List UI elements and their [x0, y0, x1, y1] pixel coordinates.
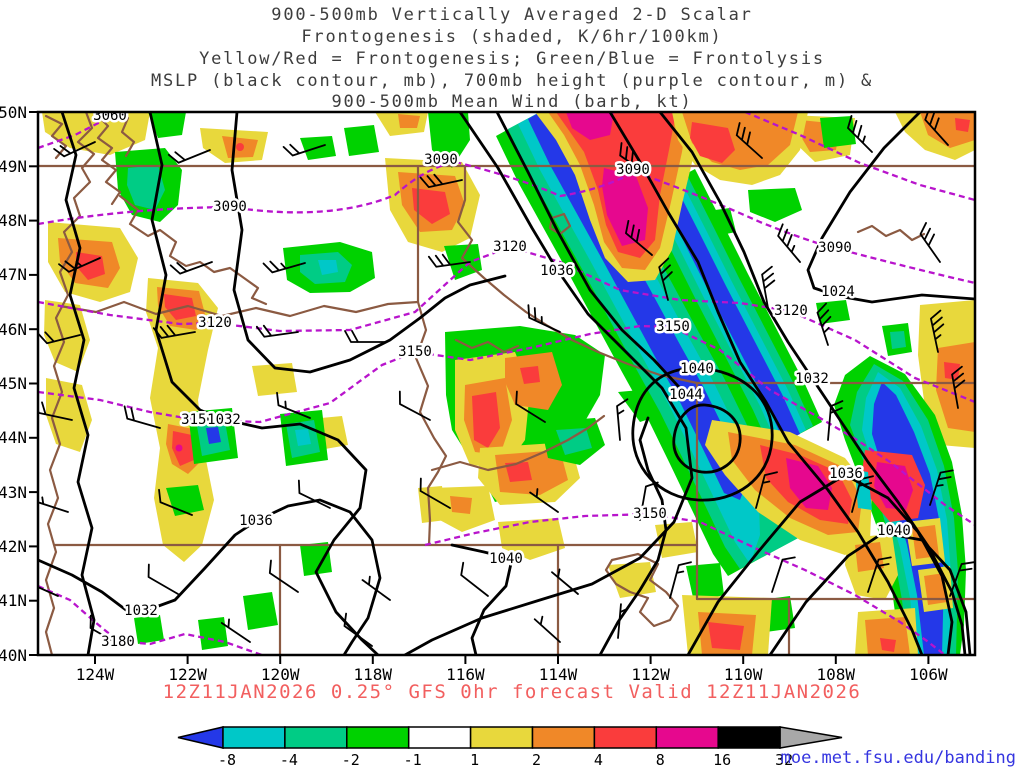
lon-tick-label: 108W: [817, 665, 856, 684]
lat-tick-label: 49N: [0, 157, 27, 176]
colorbar-left-arrow: [177, 726, 224, 749]
snake-river: [430, 414, 606, 472]
colorbar-tick: 16: [713, 751, 731, 768]
great-salt-lake: [604, 552, 680, 628]
height-contour-label: 3120: [774, 303, 808, 319]
colorbar-segment: [346, 726, 410, 749]
height-contour-label: 3150: [398, 344, 432, 360]
colorbar-right-arrow: [779, 726, 843, 749]
height-contour-label: 3180: [101, 634, 135, 650]
colorbar-segment: [222, 726, 286, 749]
mslp-contour-label: 1032: [207, 412, 241, 428]
lon-tick-label: 114W: [539, 665, 578, 684]
latitude-labels: 50N 49N 48N 47N 46N 45N 44N 43N 42N 41N …: [0, 103, 27, 665]
colorbar-tick: -4: [280, 751, 298, 768]
mslp-contour-label: 1040: [877, 523, 911, 539]
or-id-border: [414, 300, 448, 547]
frontogenesis-max-southeast: [705, 420, 925, 600]
colorbar-tick-labels: -8 -4 -2 -1 1 2 4 8 16 32: [218, 751, 793, 768]
height-contour-label: 3090: [818, 240, 852, 256]
contour-labels: 3060 3090 3090 3090 3090 3120 3120 3120 …: [91, 108, 914, 653]
colorbar-tick: 2: [532, 751, 541, 768]
height-contour-label: 3120: [198, 315, 232, 331]
colorbar-tick: 32: [775, 751, 793, 768]
colorbar-segment: [284, 726, 348, 749]
colorbar-tick: 4: [594, 751, 603, 768]
lat-tick-label: 45N: [0, 374, 27, 393]
mslp-contours: [38, 112, 975, 655]
id-mt-border: [456, 165, 699, 385]
colorbar-tick: -2: [342, 751, 360, 768]
lat-tick-label: 42N: [0, 537, 27, 556]
lon-tick-label: 106W: [909, 665, 948, 684]
mslp-contour-label: 1032: [124, 603, 158, 619]
frontogenesis-south: [682, 595, 918, 655]
lat-tick-label: 44N: [0, 428, 27, 447]
lat-tick-label: 48N: [0, 211, 27, 230]
lat-tick-label: 46N: [0, 320, 27, 339]
latitude-axis: [29, 111, 38, 656]
colorbar-segment: [469, 726, 534, 749]
pacific-coastline: [44, 112, 96, 655]
frontogenesis-max-north: [535, 112, 700, 282]
mslp-contour-label: 1040: [489, 551, 523, 567]
mslp-contour-label: 1024: [821, 284, 855, 300]
puget-sound: [94, 112, 122, 206]
mslp-contour-label: 1032: [795, 371, 829, 387]
height-contour-label: 3060: [93, 108, 127, 124]
map-plot-area: 3060 3090 3090 3090 3090 3120 3120 3120 …: [38, 108, 975, 655]
state-borders: [38, 112, 975, 655]
website-link[interactable]: moe.met.fsu.edu/banding: [781, 748, 1016, 768]
title-line-5: 900-500mb Mean Wind (barb, kt): [331, 92, 692, 112]
mslp-contour-label: 1040: [680, 361, 714, 377]
height-contours-700mb: [38, 112, 975, 655]
colorbar: -8 -4 -2 -1 1 2 4 8 16 32: [177, 726, 843, 768]
mslp-contour-label: 1044: [669, 387, 703, 403]
colorbar-tick: -1: [404, 751, 422, 768]
mslp-contour-label: 1036: [829, 466, 863, 482]
title-line-1: 900-500mb Vertically Averaged 2-D Scalar: [271, 5, 752, 25]
lat-tick-label: 47N: [0, 265, 27, 284]
title-line-2: Frontogenesis (shaded, K/6hr/100km): [301, 27, 722, 47]
mslp-contour-label: 1036: [540, 263, 574, 279]
lon-tick-label: 112W: [631, 665, 670, 684]
longitude-labels: 124W 122W 120W 118W 116W 114W 112W 110W …: [76, 665, 948, 684]
lat-tick-label: 50N: [0, 103, 27, 122]
colorbar-tick: 1: [470, 751, 479, 768]
colorbar-tick: -8: [218, 751, 236, 768]
mslp-contour-label: 1036: [239, 513, 273, 529]
colorbar-segment: [717, 726, 781, 749]
height-contour-label: 3090: [424, 152, 458, 168]
colorbar-segment: [531, 726, 596, 749]
longitude-axis: [94, 655, 930, 664]
forecast-valid-text: 12Z11JAN2026 0.25° GFS 0hr forecast Vali…: [163, 681, 862, 703]
height-contour-label: 3150: [181, 412, 215, 428]
title-line-4: MSLP (black contour, mb), 700mb height (…: [151, 71, 873, 91]
lon-tick-label: 122W: [168, 665, 207, 684]
height-contour-label: 3090: [213, 199, 247, 215]
lat-tick-label: 43N: [0, 483, 27, 502]
lon-tick-label: 110W: [724, 665, 763, 684]
colorbar-segment: [407, 726, 472, 749]
lon-tick-label: 116W: [446, 665, 485, 684]
columbia-river: [118, 194, 268, 306]
colorbar-segment: [593, 726, 658, 749]
title-line-3: Yellow/Red = Frontogenesis; Green/Blue =…: [199, 49, 825, 69]
frontogenesis-center: [455, 352, 605, 505]
colorbar-tick: 8: [656, 751, 665, 768]
height-contour-label: 3090: [616, 162, 650, 178]
lat-tick-label: 40N: [0, 646, 27, 665]
colorbar-segment: [655, 726, 719, 749]
height-contour-label: 3150: [633, 506, 667, 522]
lon-tick-label: 124W: [76, 665, 115, 684]
height-contour-label: 3150: [656, 319, 690, 335]
lon-tick-label: 120W: [261, 665, 300, 684]
lon-tick-label: 118W: [354, 665, 393, 684]
height-contour-label: 3120: [493, 239, 527, 255]
chart-title: 900-500mb Vertically Averaged 2-D Scalar…: [151, 5, 873, 112]
lat-tick-label: 41N: [0, 591, 27, 610]
